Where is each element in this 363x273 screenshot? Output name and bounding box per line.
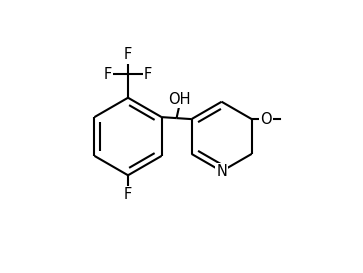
Text: OH: OH	[168, 92, 191, 107]
Text: N: N	[216, 164, 227, 179]
Text: F: F	[124, 187, 132, 202]
Text: O: O	[260, 112, 272, 127]
Text: F: F	[104, 67, 112, 82]
Text: F: F	[144, 67, 152, 82]
Text: F: F	[124, 48, 132, 63]
